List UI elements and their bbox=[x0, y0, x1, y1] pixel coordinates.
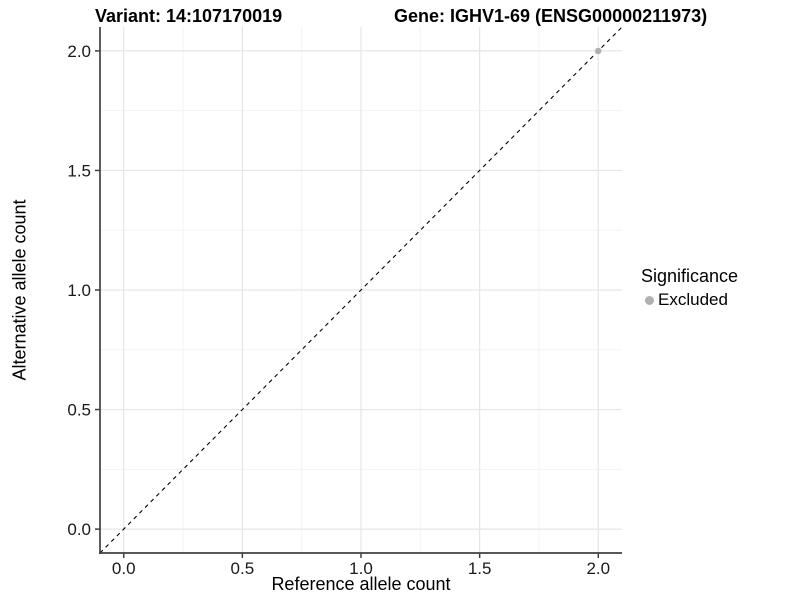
identity-dashed-line bbox=[99, 26, 623, 554]
x-tick-label: 0.0 bbox=[112, 559, 136, 578]
gene-title: Gene: IGHV1-69 (ENSG00000211973) bbox=[394, 6, 708, 26]
legend: Significance Excluded bbox=[641, 266, 738, 310]
y-tick-label: 1.5 bbox=[67, 161, 91, 180]
legend-title: Significance bbox=[641, 266, 739, 286]
y-tick-label: 1.0 bbox=[67, 281, 91, 300]
y-tick-label: 0.5 bbox=[67, 401, 91, 420]
variant-title: Variant: 14:107170019 bbox=[95, 6, 283, 26]
excluded-point-icon bbox=[644, 295, 654, 305]
x-tick-label: 1.0 bbox=[349, 559, 373, 578]
x-tick-label: 1.5 bbox=[468, 559, 492, 578]
data-point-excluded bbox=[595, 47, 602, 55]
y-tick-label: 0.0 bbox=[67, 520, 91, 539]
x-tick-label: 2.0 bbox=[586, 559, 610, 578]
legend-key bbox=[641, 292, 657, 308]
y-axis-title: Alternative allele count bbox=[9, 199, 30, 381]
legend-item-label: Excluded bbox=[658, 290, 728, 309]
x-tick-label: 0.5 bbox=[231, 559, 255, 578]
x-axis-title: Reference allele count bbox=[271, 574, 451, 594]
legend-item-excluded: Excluded bbox=[641, 290, 738, 310]
y-tick-label: 2.0 bbox=[67, 42, 91, 61]
